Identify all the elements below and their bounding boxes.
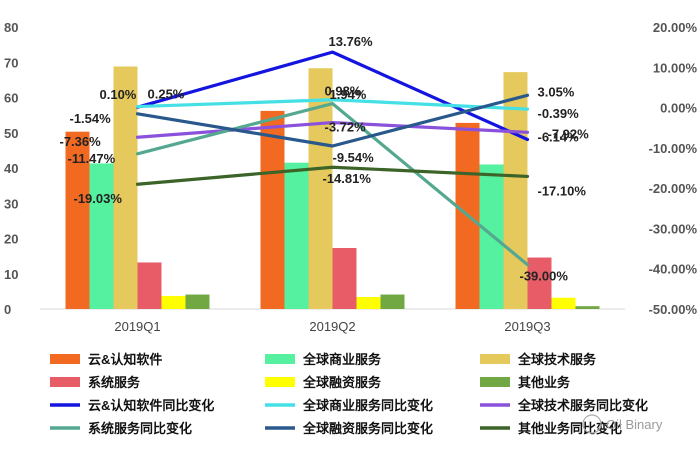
- legend-label: 全球技术服务同比变化: [517, 398, 648, 413]
- bar: [137, 262, 162, 309]
- watermark: Oil Binary: [582, 414, 663, 434]
- data-label: -7.92%: [548, 126, 590, 141]
- legend-label: 其他业务: [518, 375, 571, 390]
- data-label: 1.94%: [330, 87, 367, 102]
- legend-label: 全球融资服务: [302, 375, 382, 390]
- data-label: 3.05%: [538, 84, 575, 99]
- left-axis-tick-label: 40: [4, 161, 18, 176]
- bar: [356, 297, 381, 309]
- right-axis-tick-label: 0.00%: [660, 101, 697, 116]
- legend-swatch: [50, 377, 80, 387]
- bar: [380, 294, 405, 309]
- line-series: [135, 98, 530, 111]
- data-label: -3.72%: [325, 120, 367, 135]
- data-label: -11.47%: [68, 151, 116, 166]
- wechat-icon: [582, 414, 602, 434]
- line-series: [135, 50, 530, 142]
- line-series: [135, 120, 530, 139]
- left-axis-tick-label: 60: [4, 91, 18, 106]
- legend-swatch: [50, 354, 80, 364]
- data-label: 0.25%: [148, 87, 185, 102]
- legend-label: 云&认知软件同比变化: [88, 398, 214, 413]
- right-axis-tick-label: -30.00%: [649, 221, 698, 236]
- bar: [185, 294, 210, 309]
- data-labels-group: 0.10% 13.76% -7.92% 0.25% 1.94% -0.39% -7.36% -…: [60, 34, 590, 284]
- data-label: -17.10%: [538, 183, 587, 198]
- bar: [527, 257, 552, 309]
- bar: [260, 110, 285, 310]
- bar: [89, 163, 114, 309]
- legend-swatch: [265, 377, 295, 387]
- line-series: [135, 165, 530, 186]
- legend-label: 全球商业服务: [302, 352, 382, 367]
- legend-label: 全球融资服务同比变化: [302, 421, 433, 436]
- data-label: -0.39%: [538, 106, 580, 121]
- bar: [575, 306, 600, 309]
- data-label: -19.03%: [74, 191, 123, 206]
- category-axis: 2019Q1 2019Q2 2019Q3: [40, 308, 625, 334]
- left-axis: 0 10 20 30 40 50 60 70 80: [4, 20, 18, 317]
- bar: [65, 131, 90, 309]
- bar: [113, 66, 138, 309]
- bar: [503, 72, 528, 310]
- data-label: -39.00%: [520, 269, 569, 284]
- left-axis-tick-label: 0: [4, 302, 11, 317]
- right-axis-tick-label: -10.00%: [649, 141, 698, 156]
- category-label: 2019Q1: [114, 319, 160, 334]
- right-axis-tick-label: 10.00%: [653, 60, 698, 75]
- right-axis-tick-label: -40.00%: [649, 262, 698, 277]
- data-label: -1.54%: [70, 111, 112, 126]
- data-label: 0.10%: [100, 87, 137, 102]
- right-axis-tick-label: 20.00%: [653, 20, 698, 35]
- watermark-text: Oil Binary: [606, 417, 663, 432]
- legend-label: 系统服务: [88, 375, 141, 390]
- left-axis-tick-label: 20: [4, 232, 18, 247]
- line-series: [135, 102, 530, 267]
- bar: [551, 297, 576, 309]
- data-label: 0.98%: [325, 84, 362, 99]
- line-series: [135, 93, 530, 148]
- bar: [161, 295, 186, 309]
- legend-label: 全球技术服务: [517, 352, 597, 367]
- legend-swatch: [480, 354, 510, 364]
- bar-series-group: [65, 66, 600, 310]
- legend-swatch: [480, 377, 510, 387]
- legend-label: 全球商业服务同比变化: [302, 398, 433, 413]
- right-axis-tick-label: -50.00%: [649, 302, 698, 317]
- legend-label: 云&认知软件: [88, 352, 162, 367]
- category-label: 2019Q2: [309, 319, 355, 334]
- line-series-group: [135, 50, 530, 267]
- data-label: 13.76%: [329, 34, 374, 49]
- data-label: -6.14%: [538, 129, 580, 144]
- left-axis-tick-label: 30: [4, 196, 18, 211]
- data-label: -9.54%: [333, 150, 375, 165]
- bar: [284, 162, 309, 309]
- left-axis-tick-label: 70: [4, 55, 18, 70]
- bar: [332, 248, 357, 309]
- category-label: 2019Q3: [504, 319, 550, 334]
- data-label: -14.81%: [323, 171, 372, 186]
- left-axis-tick-label: 10: [4, 267, 18, 282]
- right-axis: -50.00% -40.00% -30.00% -20.00% -10.00% 0.00%…: [649, 20, 698, 317]
- legend-swatch: [265, 354, 295, 364]
- data-label: -7.36%: [60, 134, 102, 149]
- left-axis-tick-label: 80: [4, 20, 18, 35]
- left-axis-tick-label: 50: [4, 126, 18, 141]
- legend-label: 系统服务同比变化: [88, 421, 192, 436]
- right-axis-tick-label: -20.00%: [649, 181, 698, 196]
